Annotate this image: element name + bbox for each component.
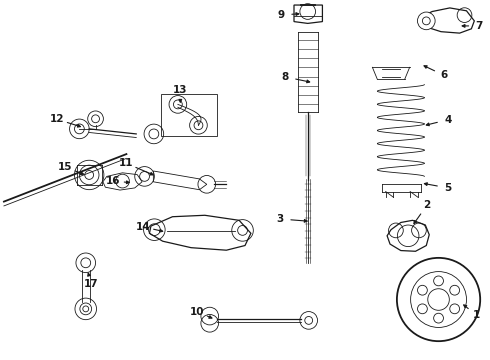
Text: 11: 11 [119,158,133,168]
Text: 1: 1 [473,310,480,320]
Text: 3: 3 [276,214,284,224]
Text: 7: 7 [476,21,483,31]
Text: 4: 4 [444,115,451,125]
Bar [161,94,217,136]
Text: 10: 10 [190,307,205,317]
Text: 5: 5 [444,183,451,193]
Text: 17: 17 [84,279,98,289]
Text: 9: 9 [277,10,285,20]
Text: 8: 8 [282,72,289,82]
Text: 13: 13 [173,85,188,95]
Text: 16: 16 [106,176,121,186]
Text: 12: 12 [50,114,64,124]
Text: 2: 2 [423,200,431,210]
Text: 6: 6 [441,71,448,80]
Text: 14: 14 [136,222,150,232]
Text: 15: 15 [58,162,73,172]
Circle shape [417,12,435,30]
